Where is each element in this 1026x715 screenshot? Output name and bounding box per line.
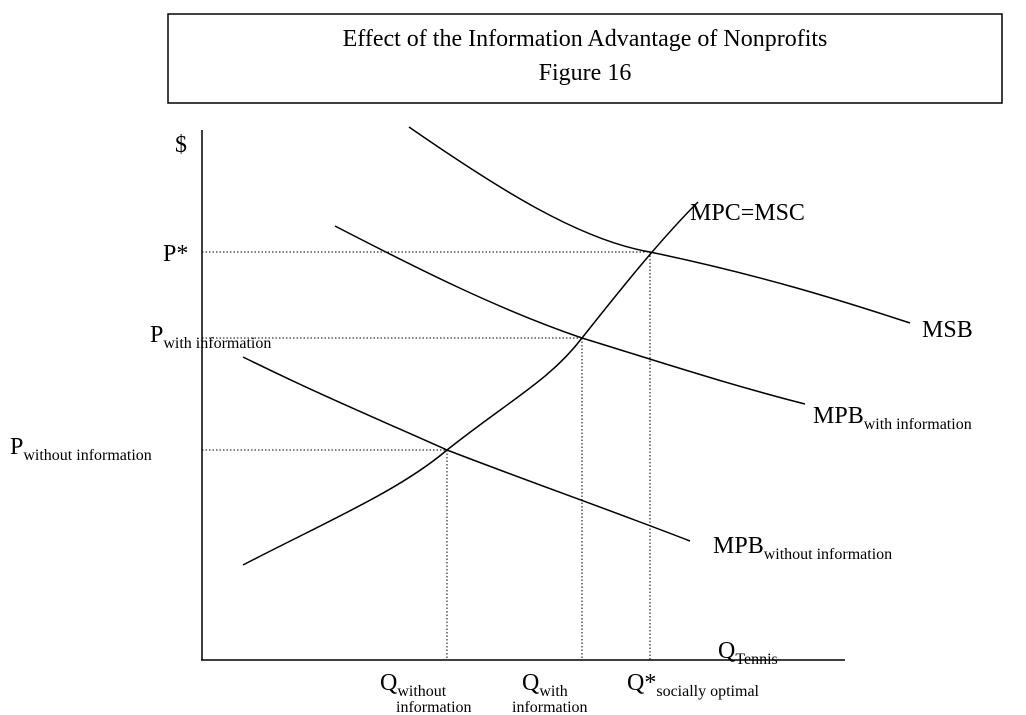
y-axis-label: $ [175,132,187,158]
supply-label: MPC=MSC [690,200,805,226]
supply-curve [242,201,699,566]
msb-curve [408,126,911,324]
quantity-label: Q*socially optimal [627,670,760,700]
mpb-without-curve [242,356,691,542]
msb-label: MSB [922,317,973,343]
quantity-label: Qwithout [380,670,447,700]
quantity-label: Qwith [522,670,568,700]
mpb-with-label: MPBwith information [813,403,972,433]
quantity-label: information [512,699,588,715]
mpb-without-label: MPBwithout information [713,533,892,563]
price-label: P* [163,241,188,267]
price-label: Pwithout information [10,434,152,464]
price-label: Pwith information [150,322,271,352]
title-box [167,13,1003,104]
x-axis-label: QTennis [718,638,778,668]
quantity-label: information [396,699,472,715]
title: Effect of the Information Advantage of N… [343,26,828,52]
subtitle: Figure 16 [539,60,632,86]
mpb-with-curve [334,225,806,405]
